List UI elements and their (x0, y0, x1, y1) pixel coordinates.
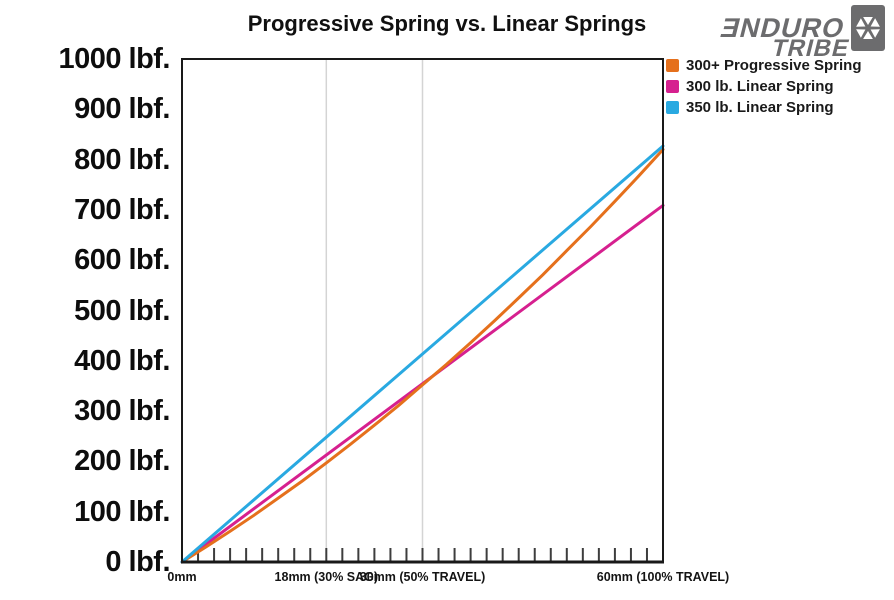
series-line-1 (180, 148, 665, 564)
y-axis-tick-label: 800 lbf. (74, 143, 170, 176)
facet-wheel-icon (851, 5, 885, 51)
legend-swatch-icon (666, 80, 679, 93)
legend-item: 300 lb. Linear Spring (666, 76, 862, 97)
y-axis-tick-label: 1000 lbf. (58, 43, 170, 75)
y-axis-tick-label: 0 lbf. (105, 546, 170, 578)
legend-swatch-icon (666, 101, 679, 114)
y-axis-tick-label: 500 lbf. (74, 294, 170, 327)
chart-title: Progressive Spring vs. Linear Springs (247, 11, 647, 36)
legend-label: 300+ Progressive Spring (686, 57, 862, 74)
legend-swatch-icon (666, 59, 679, 72)
y-axis-tick-label: 900 lbf. (74, 93, 170, 126)
legend-label: 300 lb. Linear Spring (686, 78, 834, 95)
y-axis-tick-label: 100 lbf. (74, 495, 170, 528)
x-axis-tick-label: 60mm (100% TRAVEL) (596, 570, 730, 584)
legend-item: 350 lb. Linear Spring (666, 97, 862, 118)
legend: 300+ Progressive Spring 300 lb. Linear Sp… (666, 55, 862, 118)
series-line-3 (180, 144, 665, 564)
x-axis-tick-label: 18mm (30% SAG) (274, 570, 379, 584)
y-axis-tick-label: 300 lbf. (74, 395, 170, 428)
y-axis-tick-label: 400 lbf. (74, 344, 170, 377)
y-axis-tick-label: 700 lbf. (74, 193, 170, 226)
endurotribe-logo: ƎNDURO TRIBE (718, 5, 886, 62)
y-axis-tick-label: 200 lbf. (74, 445, 170, 478)
y-axis-tick-label: 600 lbf. (74, 244, 170, 277)
x-axis-tick-label: 30mm (50% TRAVEL) (359, 570, 486, 584)
x-axis-tick-label: 0mm (167, 570, 197, 584)
legend-item: 300+ Progressive Spring (666, 55, 862, 76)
legend-label: 350 lb. Linear Spring (686, 99, 834, 116)
